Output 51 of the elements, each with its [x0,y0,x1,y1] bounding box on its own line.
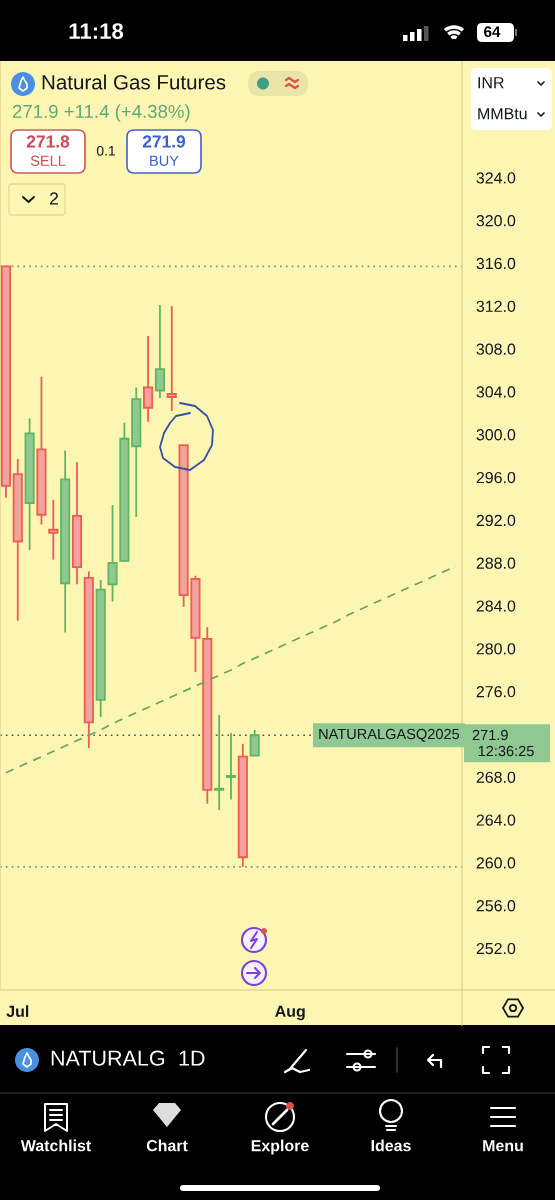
text: Watchlist [20,1139,91,1152]
y-tick-label: 284.0 [476,600,516,612]
y-tick-label: 312.0 [476,300,516,312]
candlestick [143,335,154,423]
candlestick [48,498,59,561]
text: Chart [146,1139,188,1152]
candlestick [166,305,177,412]
candlestick [249,728,260,757]
candlestick [225,732,237,801]
y-tick-label: 320.0 [476,215,516,227]
y-tick-label: 316.0 [476,257,516,270]
y-tick-label: 296.0 [476,471,516,484]
y-tick-label: 252.0 [476,942,516,955]
x-tick-label: Aug [275,1005,305,1021]
text: 64 [484,26,501,38]
y-tick-label: 300.0 [476,429,516,441]
candlestick [214,714,225,812]
y-tick-label: 304.0 [476,386,516,398]
text: Explore [251,1139,309,1155]
y-tick-label: 276.0 [476,686,516,698]
ref-line-label: NATURALGASQ2025 [319,728,460,742]
text: INR [478,77,504,89]
candlestick [107,504,118,603]
text: Ideas [371,1139,411,1152]
y-tick-label: 292.0 [476,514,516,527]
text: 271.9 [472,729,508,741]
y-tick-label: 324.0 [476,172,516,184]
annotation: 271.9 [142,135,186,148]
text: NATURALG [51,1050,165,1066]
y-tick-label: 256.0 [476,900,516,912]
candlestick [154,304,165,399]
annotation: SELL [30,155,66,166]
line-series [5,565,457,774]
text: Menu [483,1140,523,1152]
text: MMBtu [478,108,527,120]
text: 271.9 +11.4 (+4.38%) [12,104,190,122]
text: 11:18 [69,23,124,39]
annotation: BUY [150,155,179,166]
y-tick-label: 268.0 [476,771,516,783]
annotation: 0.1 [96,145,115,156]
y-tick-label: 308.0 [476,343,516,355]
annotation: 2 [50,192,58,205]
annotation: 271.8 [26,135,70,148]
chart-title: Natural Gas Futures [42,74,226,90]
y-tick-label: 264.0 [476,814,516,826]
y-tick-label: 260.0 [476,857,516,869]
y-tick-label: 288.0 [476,557,516,569]
x-tick-label: Jul [6,1005,29,1018]
y-tick-label: 280.0 [476,643,516,655]
text: 12:36:25 [478,745,534,757]
text: 1D [179,1050,205,1066]
